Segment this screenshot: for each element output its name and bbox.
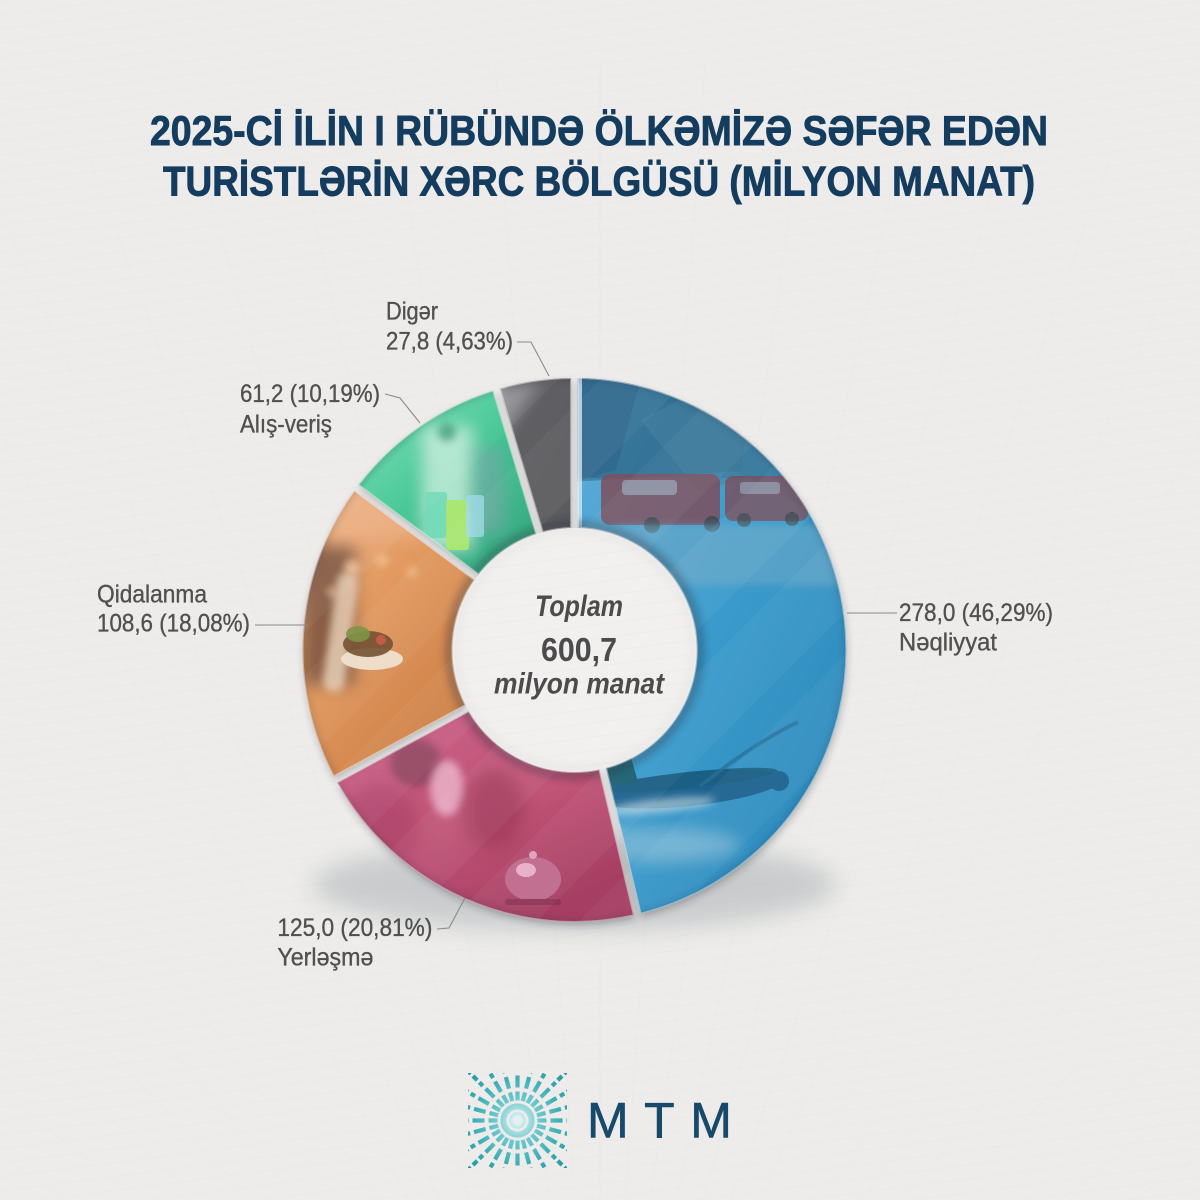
svg-text:600,7: 600,7 — [541, 631, 617, 668]
svg-text:27,8 (4,63%): 27,8 (4,63%) — [386, 327, 513, 355]
svg-text:Toplam: Toplam — [535, 590, 623, 623]
svg-text:278,0 (46,29%): 278,0 (46,29%) — [899, 599, 1053, 627]
svg-text:61,2 (10,19%): 61,2 (10,19%) — [240, 380, 380, 408]
svg-text:milyon manat: milyon manat — [494, 668, 666, 701]
svg-text:Digər: Digər — [386, 297, 438, 325]
svg-text:Yerləşmə: Yerləşmə — [277, 944, 373, 972]
svg-text:TURİSTLƏRİN XƏRC BÖLGÜSÜ (MİLY: TURİSTLƏRİN XƏRC BÖLGÜSÜ (MİLYON MANAT) — [163, 158, 1035, 205]
svg-text:2025-Cİ İLİN I RÜBÜNDƏ ÖLKƏMİZ: 2025-Cİ İLİN I RÜBÜNDƏ ÖLKƏMİZƏ SƏFƏR ED… — [150, 107, 1048, 154]
svg-text:108,6 (18,08%): 108,6 (18,08%) — [97, 610, 250, 638]
svg-text:Qidalanma: Qidalanma — [97, 581, 207, 609]
svg-text:Nəqliyyat: Nəqliyyat — [899, 628, 997, 656]
svg-text:125,0 (20,81%): 125,0 (20,81%) — [277, 914, 432, 942]
svg-text:MTM: MTM — [587, 1093, 747, 1149]
svg-text:Alış-veriş: Alış-veriş — [240, 411, 332, 439]
